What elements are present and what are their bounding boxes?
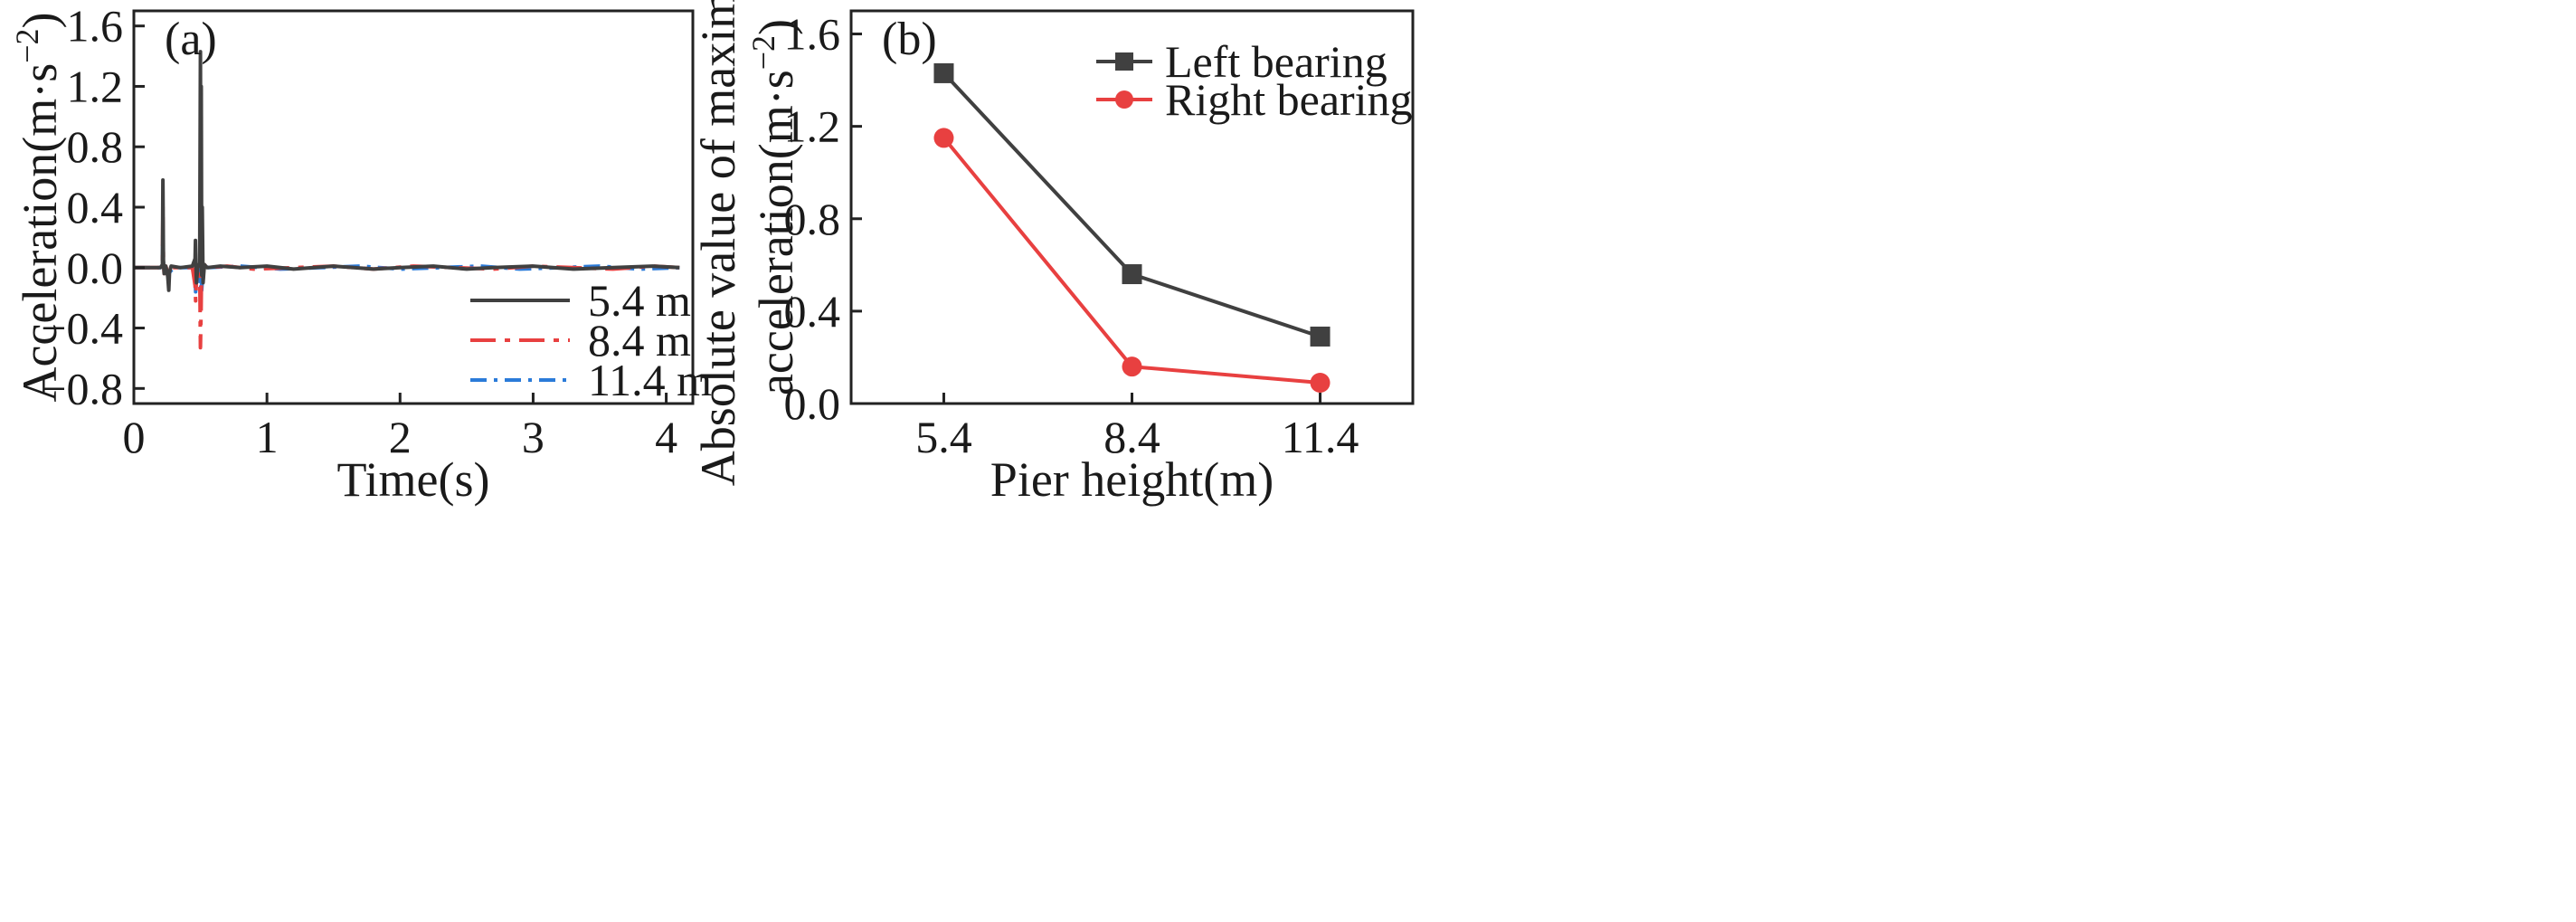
panel-a-series-line-0 [134, 50, 680, 292]
panel-b-x-tick-label: 5.4 [915, 412, 972, 462]
panel-a-x-tick-label: 2 [389, 412, 412, 462]
panel-a-x-tick-label: 3 [522, 412, 545, 462]
panel-a-x-axis-title: Time(s) [336, 452, 489, 507]
panel-b-y-axis-title-line1: Absolute value of maximum [691, 0, 745, 486]
panel-b-x-tick-label: 11.4 [1282, 412, 1359, 462]
panel-b-x-axis-title: Pier height(m) [990, 452, 1274, 507]
panel-b-point-circle [1310, 373, 1331, 394]
panel-b-point-square [1310, 326, 1331, 347]
panel-a-y-tick-label: 0.8 [67, 121, 124, 172]
panel-b-y-axis-title-line2-tail: ) [749, 19, 803, 35]
panel-b-y-axis-title-line2: acceleration(m·s−2) [745, 19, 803, 395]
panel-b-label: (b) [882, 14, 937, 65]
panel-b-y-tick-label: 1.2 [784, 101, 841, 152]
panel-a-y-tick-label: 1.2 [67, 61, 124, 111]
panel-b-y-tick-label: 0.4 [784, 286, 841, 337]
panel-a-x-tick-label: 0 [123, 412, 146, 462]
panel-a-y-tick-label: 0.4 [67, 182, 124, 233]
panel-b-y-tick-label: 0.8 [784, 194, 841, 244]
panel-b-x-tick-label: 8.4 [1103, 412, 1160, 462]
panel-a-x-tick-label: 4 [655, 412, 677, 462]
panel-a-y-axis-title-main: Acceleration(m·s [13, 63, 67, 403]
panel-b-y-axis-title-superscript: −2 [745, 35, 781, 70]
panel-b-y-tick-label: 1.6 [784, 9, 841, 60]
panel-b-point-square [1122, 264, 1142, 285]
panel-b-point-circle [933, 128, 954, 148]
panel-b-y-axis-title-line2-main: acceleration(m·s [749, 70, 803, 395]
panel-a-y-axis-title-tail: ) [13, 12, 67, 28]
panel-b-legend-label-1: Right bearing [1165, 74, 1413, 125]
panel-b-legend-label-0: Left bearing [1165, 36, 1387, 87]
panel-a-y-tick-label: −0.4 [41, 303, 123, 354]
panel-b-series-group [933, 62, 1331, 394]
panel-a-label: (a) [165, 14, 217, 65]
panel-a-y-tick-label: 0.0 [67, 242, 124, 293]
panel-a-legend-label-2: 11.4 m [588, 355, 712, 405]
panel-a-time-history: 0 1 2 3 4 −0.8 −0.4 0.0 0.4 0.8 1.2 1.6 (a) Time(s)… [9, 1, 712, 507]
panel-a-series-group [134, 50, 680, 350]
panel-b-ticks: 5.4 8.4 11.4 0.0 0.4 0.8 1.2 1.6 [784, 9, 1359, 462]
panel-b-point-square [933, 62, 954, 83]
panel-a-y-tick-label: 1.6 [67, 1, 124, 52]
panel-b-series-line-1 [942, 137, 1321, 385]
panel-b-y-tick-label: 0.0 [784, 378, 841, 429]
panel-a-legend-label-0: 5.4 m [588, 275, 691, 326]
panel-a-ticks: 0 1 2 3 4 −0.8 −0.4 0.0 0.4 0.8 1.2 1.6 [41, 1, 677, 462]
panel-b-legend-marker-circle [1115, 90, 1133, 109]
panel-a-y-axis-title-superscript: −2 [9, 28, 45, 62]
panel-a-y-axis-title: Acceleration(m·s−2) [9, 12, 67, 402]
panel-a-legend: 5.4 m8.4 m11.4 m [470, 275, 712, 405]
panel-b-max-acceleration: 5.4 8.4 11.4 0.0 0.4 0.8 1.2 1.6 (b) Pier heigh… [691, 0, 1415, 507]
panel-a-x-tick-label: 1 [256, 412, 279, 462]
panel-a-y-tick-label: −0.8 [41, 363, 123, 413]
panel-b-point-circle [1122, 356, 1142, 377]
panel-b-legend-marker-square [1115, 52, 1133, 71]
panel-a-legend-label-1: 8.4 m [588, 315, 691, 366]
